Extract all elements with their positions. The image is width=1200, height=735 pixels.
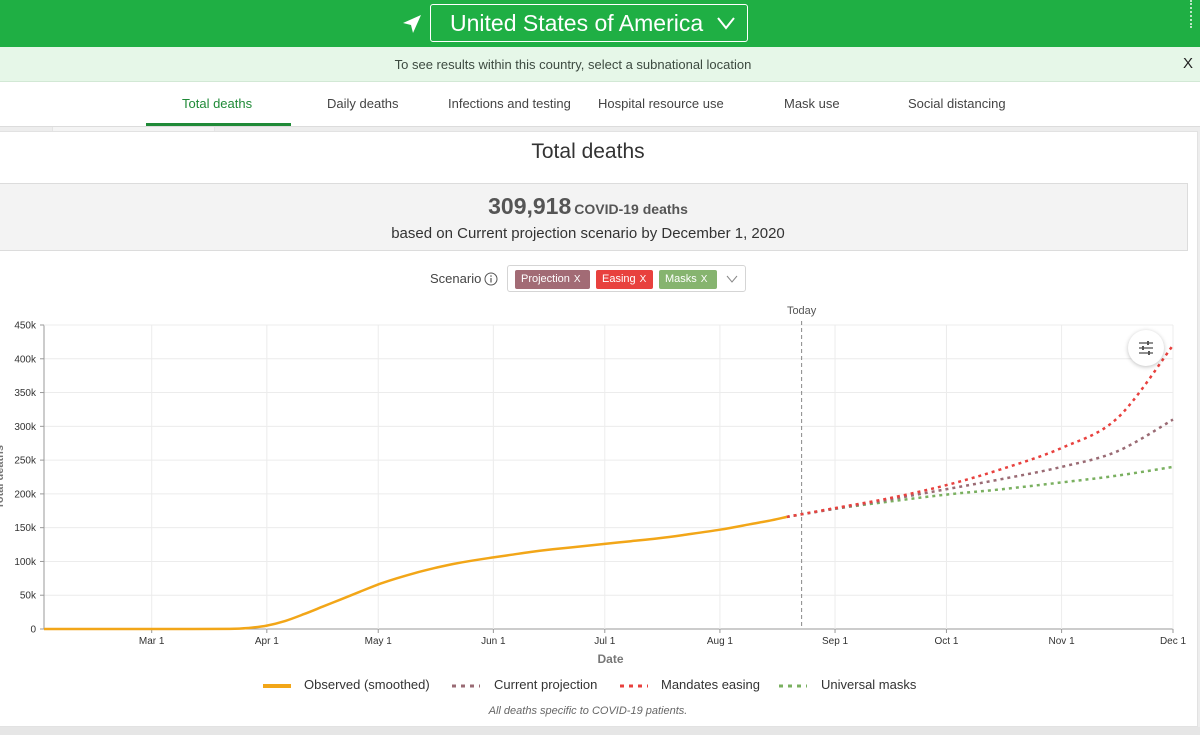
chip-projection-remove[interactable]: X [573, 274, 581, 285]
series-observed-line [44, 515, 788, 631]
chip-easing: Easing X [596, 270, 653, 289]
y-tick-label: 150k [14, 523, 37, 534]
x-tick-label: Nov 1 [1049, 636, 1076, 647]
y-tick-label: 300k [14, 422, 37, 433]
x-tick-label: Jul 1 [594, 636, 616, 647]
y-tick-label: 100k [14, 557, 37, 568]
chevron-down-icon [717, 17, 735, 30]
chart-card: Total deaths 309,918 COVID-19 deaths base… [0, 131, 1198, 727]
page-bottom [0, 727, 1200, 735]
today-label: Today [787, 305, 817, 317]
y-axis-label: Total deaths [0, 445, 6, 509]
location-arrow-icon [403, 15, 421, 33]
x-tick-label: Oct 1 [935, 636, 959, 647]
sliders-icon [1139, 341, 1153, 355]
chip-projection: Projection X [515, 270, 590, 289]
y-tick-label: 50k [20, 591, 37, 602]
x-tick-label: Dec 1 [1160, 636, 1187, 647]
legend-mandates-easing[interactable]: Mandates easing [661, 677, 761, 692]
chip-easing-remove[interactable]: X [639, 274, 647, 285]
series-current-projection-line [786, 418, 1174, 519]
legend-current-projection[interactable]: Current projection [494, 677, 598, 692]
chip-masks: Masks X [659, 270, 717, 289]
chart-title: Total deaths [531, 140, 645, 163]
tab-mask-use[interactable]: Mask use [784, 96, 840, 111]
info-icon[interactable] [484, 272, 498, 286]
tab-infections-testing[interactable]: Infections and testing [448, 96, 571, 111]
chip-masks-label: Masks [665, 273, 697, 285]
summary-subtitle: based on Current projection scenario by … [391, 225, 785, 242]
summary-headline: 309,918 COVID-19 deaths [0, 193, 1176, 220]
legend-swatch-masks [779, 684, 807, 688]
chip-masks-remove[interactable]: X [700, 274, 708, 285]
tab-total-deaths[interactable]: Total deaths [182, 96, 253, 111]
x-tick-label: Jun 1 [481, 636, 506, 647]
chip-easing-label: Easing [602, 273, 636, 285]
y-tick-label: 200k [14, 489, 37, 500]
series-mandates-easing-line [786, 344, 1174, 519]
tab-hospital-resource-use[interactable]: Hospital resource use [598, 96, 724, 111]
x-tick-label: May 1 [365, 636, 393, 647]
tab-social-distancing[interactable]: Social distancing [908, 96, 1006, 111]
x-tick-label: Mar 1 [139, 636, 165, 647]
top-header: United States of America [0, 0, 1200, 47]
legend-universal-masks[interactable]: Universal masks [821, 677, 917, 692]
chart-footnote: All deaths specific to COVID-19 patients… [488, 705, 688, 717]
x-tick-label: Apr 1 [255, 636, 279, 647]
banner-close-button[interactable]: X [1182, 55, 1193, 72]
x-axis-label: Date [597, 652, 623, 666]
location-dropdown[interactable]: United States of America [430, 4, 748, 42]
location-dropdown-value: United States of America [450, 10, 704, 36]
legend-swatch-current [452, 684, 480, 688]
summary-number: 309,918 [488, 193, 572, 219]
subnational-banner: To see results within this country, sele… [0, 47, 1200, 82]
legend-swatch-observed [263, 684, 291, 688]
more-dots-icon [1190, 0, 1194, 28]
legend-observed[interactable]: Observed (smoothed) [304, 677, 430, 692]
y-tick-label: 0 [30, 625, 36, 636]
chart-settings-button[interactable] [1128, 330, 1164, 366]
tab-daily-deaths[interactable]: Daily deaths [327, 96, 399, 111]
y-tick-label: 400k [14, 354, 37, 365]
y-tick-label: 450k [14, 321, 37, 332]
summary-panel: 309,918 COVID-19 deaths based on Current … [0, 183, 1188, 251]
y-tick-label: 250k [14, 456, 37, 467]
active-tab-indicator [146, 123, 291, 126]
summary-unit: COVID-19 deaths [574, 201, 688, 217]
x-tick-label: Sep 1 [822, 636, 849, 647]
x-tick-label: Aug 1 [707, 636, 734, 647]
legend-swatch-easing [620, 684, 648, 688]
banner-text: To see results within this country, sele… [394, 57, 752, 72]
chip-projection-label: Projection [521, 273, 570, 285]
chevron-down-icon[interactable] [726, 275, 738, 283]
total-deaths-chart: 0 50k 100k 150k 200k 250k 300k 350k 400k 450k Mar … [0, 305, 1187, 666]
scenario-multiselect[interactable]: Projection X Easing X Masks X [507, 265, 746, 292]
background-panel-edge [52, 127, 215, 133]
tab-bar: Total deaths Daily deaths Infections and… [0, 82, 1200, 127]
y-tick-label: 350k [14, 388, 37, 399]
series-universal-masks-line [786, 465, 1174, 519]
scenario-label: Scenario [430, 271, 482, 286]
